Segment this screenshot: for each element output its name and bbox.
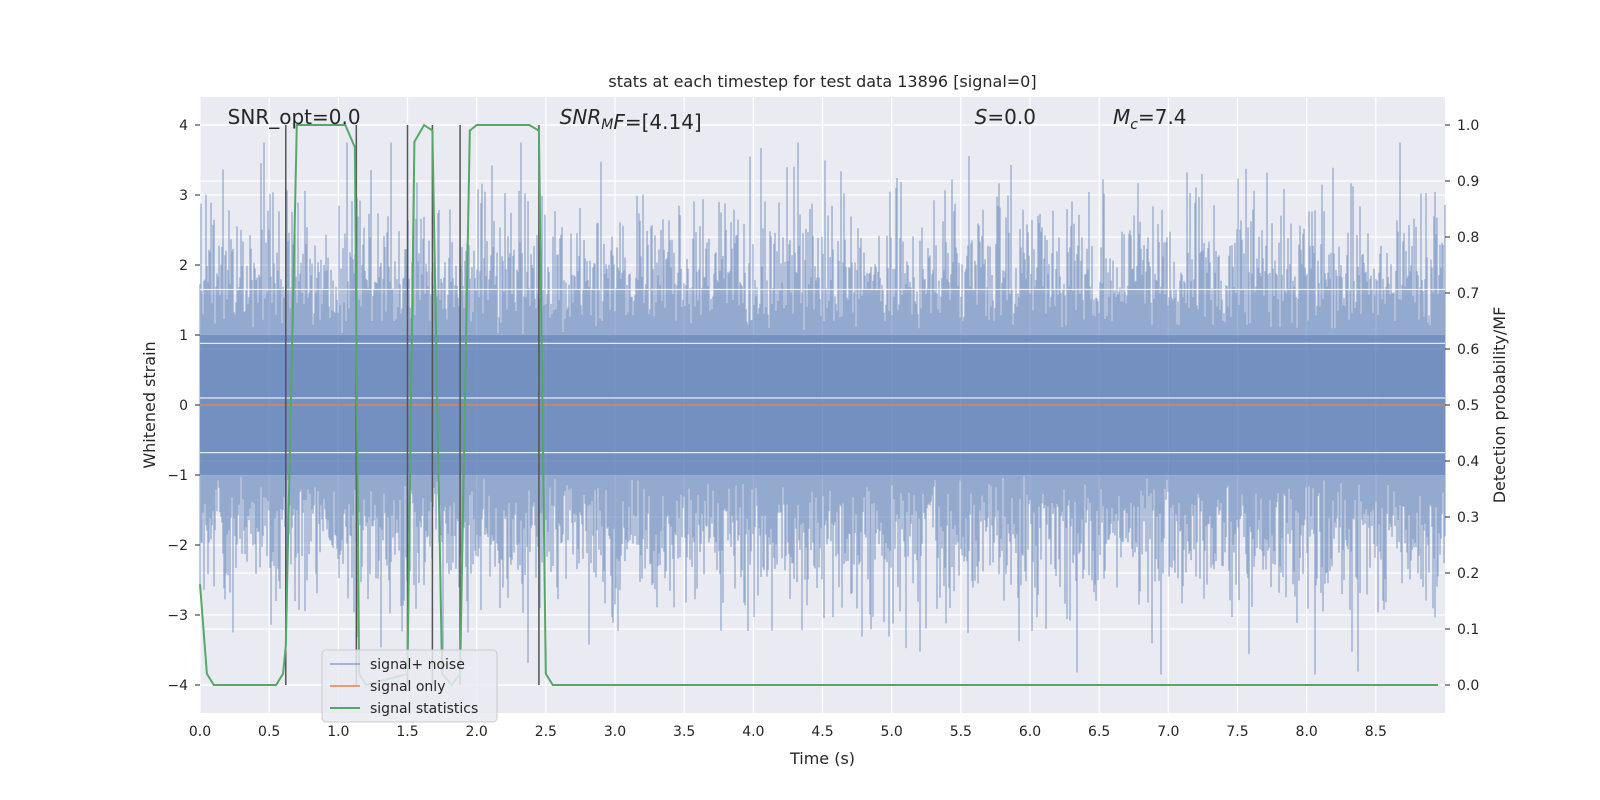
y-tick-label: −3 xyxy=(167,608,188,624)
x-axis-label: Time (s) xyxy=(789,749,855,768)
stat-annotation: SNR_opt=0.0 xyxy=(228,105,361,129)
y2-tick-label: 0.7 xyxy=(1457,286,1479,302)
stat-annotation: S=0.0 xyxy=(975,105,1036,129)
y-axis-label: Whitened strain xyxy=(140,341,159,468)
y-tick-label: −2 xyxy=(167,538,188,554)
x-tick-label: 6.5 xyxy=(1088,724,1110,740)
y-axis-left: 4 3 2 1 0 −1 −2 −3 −4 xyxy=(167,118,200,694)
x-tick-label: 4.5 xyxy=(811,724,833,740)
y-tick-label: 2 xyxy=(179,258,188,274)
x-tick-label: 1.0 xyxy=(327,724,349,740)
y2-tick-label: 0.5 xyxy=(1457,398,1479,414)
x-tick-label: 2.5 xyxy=(535,724,557,740)
x-tick-label: 1.5 xyxy=(396,724,418,740)
y2-tick-label: 0.8 xyxy=(1457,230,1479,246)
legend-label: signal statistics xyxy=(370,701,478,717)
y2-tick-label: 1.0 xyxy=(1457,118,1479,134)
stat-annotation: SNRMF=[4.14] xyxy=(560,105,702,134)
x-tick-label: 8.0 xyxy=(1296,724,1318,740)
x-tick-label: 0.0 xyxy=(189,724,211,740)
chart-title: stats at each timestep for test data 138… xyxy=(608,72,1036,91)
y2-tick-label: 0.0 xyxy=(1457,678,1479,694)
x-tick-label: 5.5 xyxy=(950,724,972,740)
noise-trace xyxy=(199,142,1446,675)
y-axis-right-label: Detection probability/MF xyxy=(1490,307,1509,504)
x-tick-label: 5.0 xyxy=(881,724,903,740)
legend: signal+ noise signal only signal statistic… xyxy=(321,649,498,723)
y2-tick-label: 0.6 xyxy=(1457,342,1479,358)
y2-tick-label: 0.2 xyxy=(1457,566,1479,582)
legend-box xyxy=(321,649,498,723)
y2-tick-label: 0.1 xyxy=(1457,622,1479,638)
legend-label: signal only xyxy=(370,679,445,695)
y2-tick-label: 0.9 xyxy=(1457,174,1479,190)
x-tick-label: 6.0 xyxy=(1019,724,1041,740)
stat-annotation: Mc=7.4 xyxy=(1113,105,1187,133)
stat-annotations: SNR_opt=0.0 SNRMF=[4.14] S=0.0 Mc=7.4 xyxy=(228,105,1187,134)
x-tick-label: 7.5 xyxy=(1226,724,1248,740)
x-tick-label: 2.0 xyxy=(466,724,488,740)
x-axis: 0.0 0.5 1.0 1.5 2.0 2.5 3.0 3.5 4.0 4.5 5.0 5.5 6.0 6… xyxy=(189,724,1387,740)
x-tick-label: 8.5 xyxy=(1365,724,1387,740)
y2-tick-label: 0.4 xyxy=(1457,454,1479,470)
y-tick-label: −4 xyxy=(167,678,188,694)
legend-label: signal+ noise xyxy=(370,657,465,673)
y-tick-label: −1 xyxy=(167,468,188,484)
x-tick-label: 4.0 xyxy=(742,724,764,740)
x-tick-label: 0.5 xyxy=(258,724,280,740)
y2-tick-label: 0.3 xyxy=(1457,510,1479,526)
y-axis-right: 1.0 0.9 0.8 0.7 0.6 0.5 0.4 0.3 0.2 0.1 0.0 xyxy=(1445,118,1479,694)
x-tick-label: 3.0 xyxy=(604,724,626,740)
y-tick-label: 1 xyxy=(179,328,188,344)
y-tick-label: 0 xyxy=(179,398,188,414)
y-tick-label: 4 xyxy=(179,118,188,134)
x-tick-label: 7.0 xyxy=(1157,724,1179,740)
y-tick-label: 3 xyxy=(179,188,188,204)
x-tick-label: 3.5 xyxy=(673,724,695,740)
